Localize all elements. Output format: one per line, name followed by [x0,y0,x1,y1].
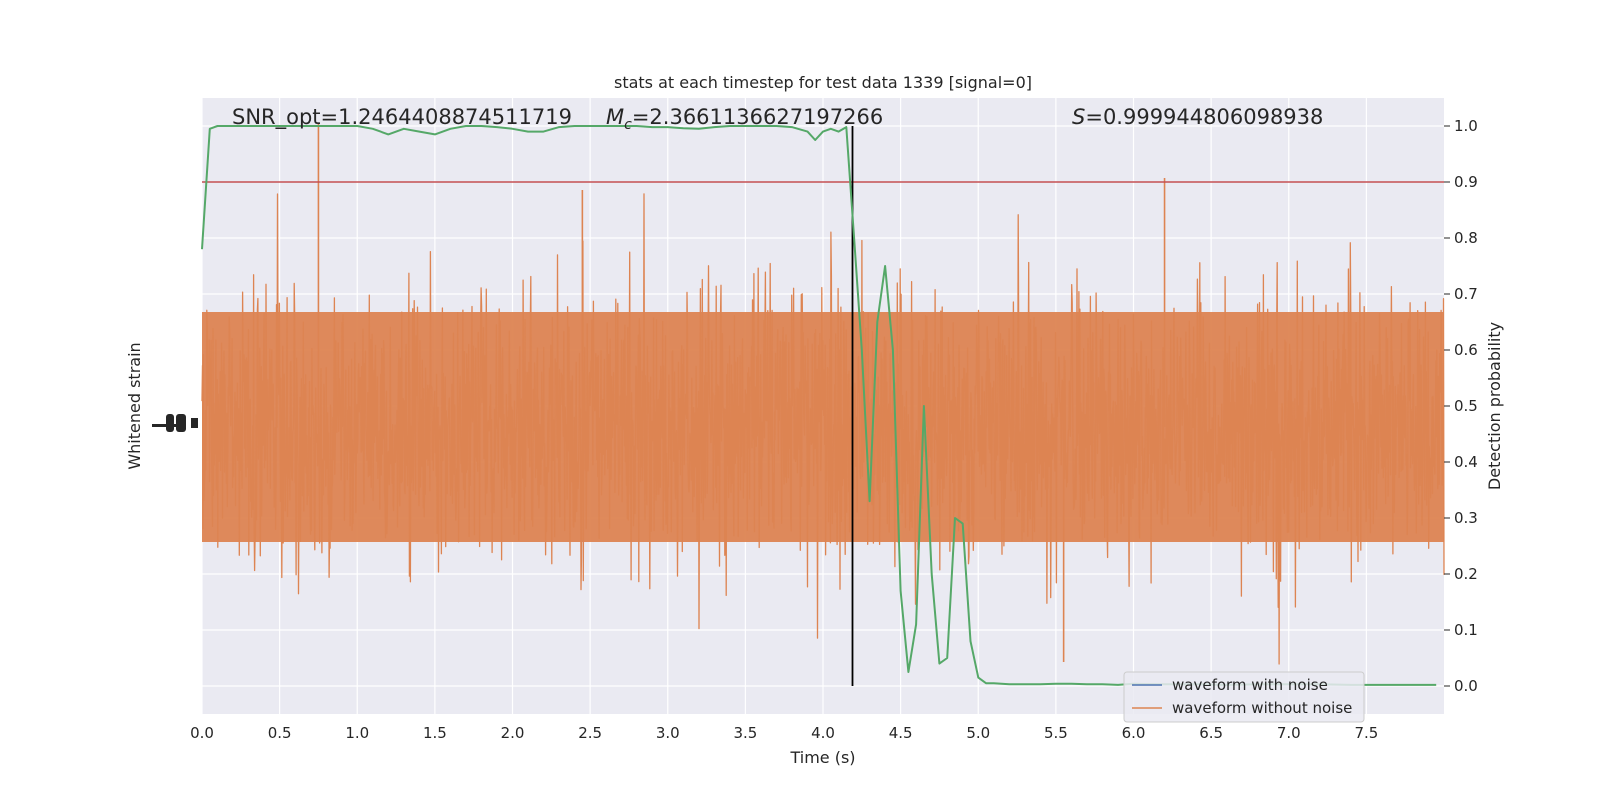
chirp-mass-value: =2.3661136627197266 [632,105,883,129]
x-tick-label: 2.5 [578,724,602,742]
y-left-axis-label: Whitened strain [125,342,144,469]
chart-title: stats at each timestep for test data 133… [614,73,1032,92]
legend: waveform with noise waveform without noi… [1123,671,1365,723]
x-tick-label: 3.0 [656,724,680,742]
chirp-mass-symbol: M [606,105,624,129]
chirp-mass-annotation: Mc=2.3661136627197266 [606,105,883,133]
x-axis-label: Time (s) [789,748,855,767]
x-tick-label: 6.5 [1199,724,1223,742]
detection-probability-line [201,125,1437,686]
y-tick-label: 0.1 [1454,621,1478,639]
x-axis-ticks: 0.0 0.5 1.0 1.5 2.0 2.5 3.0 3.5 4.0 4.5 5.0 5.5 6.0 6… [190,724,1378,742]
x-tick-label: 0.0 [190,724,214,742]
legend-label-waveform-with-noise: waveform with noise [1172,676,1328,694]
detection-probability-layer [201,125,1437,686]
x-tick-label: 2.0 [501,724,525,742]
chirp-mass-subscript: c [624,117,632,133]
statistic-value: =0.999944806098938 [1085,105,1323,129]
x-tick-label: 0.5 [268,724,292,742]
left-tick-blob [166,414,174,432]
x-tick-label: 5.5 [1044,724,1068,742]
x-tick-label: 7.0 [1277,724,1301,742]
y-tick-label: 1.0 [1454,117,1478,135]
legend-box [1123,671,1365,723]
statistic-symbol: S [1072,105,1085,129]
y-tick-label: 0.3 [1454,509,1478,527]
x-tick-label: 5.0 [966,724,990,742]
y-tick-label: 0.5 [1454,397,1478,415]
y-tick-label: 0.4 [1454,453,1478,471]
x-tick-label: 4.5 [889,724,913,742]
x-tick-label: 1.5 [423,724,447,742]
x-tick-label: 1.0 [345,724,369,742]
left-tick-blob [152,424,176,427]
waveform-without-noise-trace [201,124,1445,665]
y-right-axis-label: Detection probability [1485,322,1504,490]
left-tick-blob [191,418,198,428]
x-tick-label: 4.0 [811,724,835,742]
y-tick-label: 0.0 [1454,677,1478,695]
y-right-axis-ticks: 0.0 0.1 0.2 0.3 0.4 0.5 0.6 0.7 0.8 0.9 1.0 [1444,117,1478,695]
left-axis-ticks [152,414,198,432]
y-tick-label: 0.7 [1454,285,1478,303]
y-tick-label: 0.6 [1454,341,1478,359]
statistic-annotation: S=0.999944806098938 [1072,105,1323,129]
y-tick-label: 0.9 [1454,173,1478,191]
x-tick-label: 6.0 [1122,724,1146,742]
snr-annotation: SNR_opt=1.2464408874511719 [232,105,572,130]
x-tick-label: 3.5 [733,724,757,742]
waveform-without-noise-line [201,193,1445,665]
y-tick-label: 0.8 [1454,229,1478,247]
left-tick-blob [176,414,186,432]
y-tick-label: 0.2 [1454,565,1478,583]
x-tick-label: 7.5 [1354,724,1378,742]
legend-label-waveform-without-noise: waveform without noise [1172,699,1352,717]
